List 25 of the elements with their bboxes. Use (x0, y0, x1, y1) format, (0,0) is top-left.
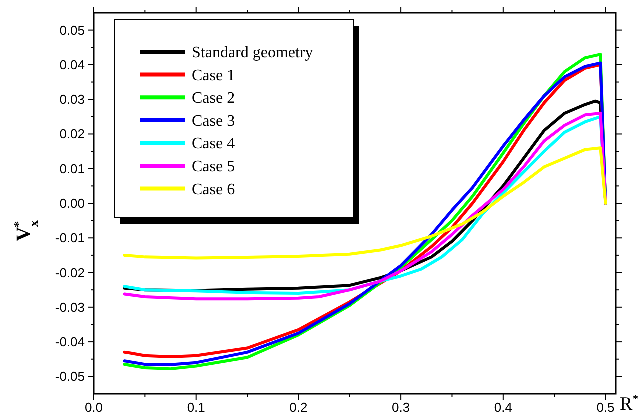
x-axis-title: R$^{*}$ (620, 392, 639, 415)
x-tick-label: 0.5 (596, 400, 615, 415)
x-tick-label: 0.2 (290, 400, 308, 415)
y-tick-label: 0.04 (60, 57, 85, 72)
x-tick-label: 0.0 (84, 400, 104, 415)
y-tick-label: -0.01 (55, 230, 85, 246)
legend-label: Case 3 (192, 112, 236, 130)
y-tick-label: 0.05 (60, 22, 85, 38)
y-tick-label: 0.00 (60, 196, 85, 211)
legend-label: Case 2 (192, 90, 236, 108)
y-tick-label: -0.05 (55, 369, 85, 384)
x-tick-label: 0.1 (187, 400, 206, 415)
legend-label: Standard geometry (192, 44, 314, 62)
y-tick-label: -0.02 (55, 265, 85, 280)
y-tick-label: -0.04 (55, 334, 85, 350)
legend-label: Case 4 (192, 136, 236, 153)
y-tick-label: 0.03 (60, 92, 85, 108)
x-tick-label: 0.4 (494, 400, 512, 415)
legend-label: Case 5 (192, 158, 236, 176)
y-tick-label: 0.02 (60, 126, 85, 142)
y-tick-label: 0.01 (60, 161, 85, 176)
x-tick-label: 0.3 (392, 400, 410, 415)
y-tick-label: -0.03 (55, 300, 85, 315)
legend-label: Case 6 (192, 181, 236, 198)
legend-label: Case 1 (192, 67, 236, 84)
